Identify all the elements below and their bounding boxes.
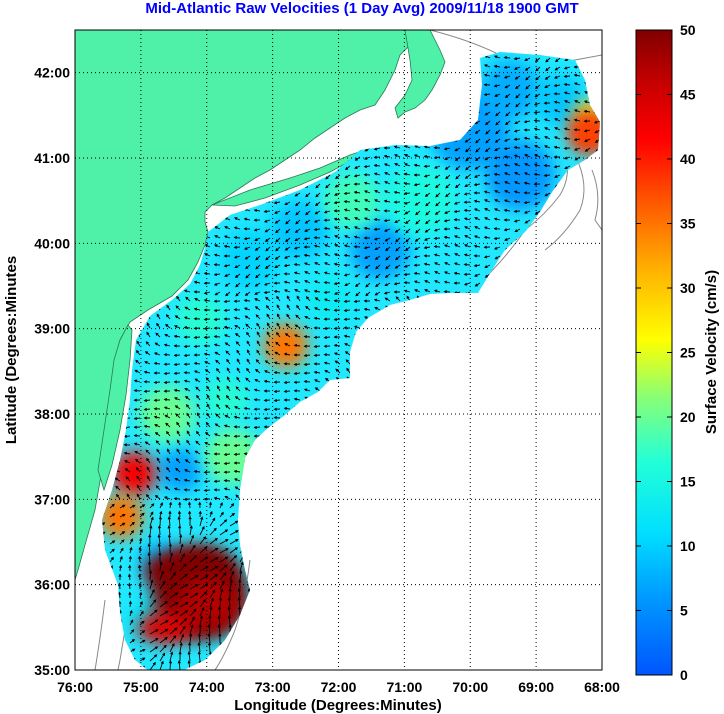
velocity-hotspot <box>323 172 380 229</box>
velocity-domain <box>102 52 600 670</box>
x-tick-label: 70:00 <box>452 679 488 695</box>
colorbar-tick-label: 50 <box>680 22 696 38</box>
x-tick-label: 71:00 <box>386 679 422 695</box>
y-tick-label: 42:00 <box>34 65 70 81</box>
colorbar-tick-label: 45 <box>680 87 696 103</box>
y-tick-label: 41:00 <box>34 150 70 166</box>
colorbar-tick-label: 40 <box>680 151 696 167</box>
colorbar: 0 5 10 15 20 25 30 35 40 45 50 Surface Velocity (c… <box>635 22 720 683</box>
x-tick-label: 68:00 <box>584 679 620 695</box>
x-tick-label: 75:00 <box>123 679 159 695</box>
colorbar-tick-label: 35 <box>680 216 696 232</box>
y-tick-labels: 35:00 36:00 37:00 38:00 39:00 40:00 41:00 42:00 <box>34 65 70 678</box>
colorbar-ticks: 0 5 10 15 20 25 30 35 40 45 50 <box>636 22 696 683</box>
y-tick-label: 36:00 <box>34 577 70 593</box>
colorbar-label: Surface Velocity (cm/s) <box>703 270 720 434</box>
x-tick-labels: 76:00 75:00 74:00 73:00 72:00 71:00 70:00 69:00… <box>57 679 620 695</box>
velocity-hotspot <box>263 323 308 368</box>
colorbar-gradient <box>635 29 673 676</box>
grid-lines <box>75 30 602 670</box>
x-tick-label: 72:00 <box>321 679 357 695</box>
colorbar-tick-label: 10 <box>680 538 696 554</box>
y-tick-label: 39:00 <box>34 321 70 337</box>
velocity-hotspot <box>566 110 600 155</box>
colorbar-tick-label: 20 <box>680 409 696 425</box>
y-tick-label: 40:00 <box>34 235 70 251</box>
x-axis-label: Longitude (Degrees:Minutes) <box>234 697 442 714</box>
x-tick-label: 73:00 <box>255 679 291 695</box>
land-delmarva <box>97 324 133 492</box>
colorbar-tick-label: 0 <box>680 667 688 683</box>
y-tick-label: 38:00 <box>34 406 70 422</box>
colorbar-tick-label: 30 <box>680 280 696 296</box>
colorbar-tick-label: 25 <box>680 345 696 361</box>
land-cape-cod <box>394 30 446 119</box>
x-tick-label: 76:00 <box>57 679 93 695</box>
x-tick-label: 69:00 <box>518 679 554 695</box>
y-tick-label: 35:00 <box>34 662 70 678</box>
y-axis-label: Latitude (Degrees:Minutes <box>3 256 20 444</box>
x-tick-label: 74:00 <box>189 679 225 695</box>
plot-border <box>74 29 603 671</box>
page-title: Mid-Atlantic Raw Velocities (1 Day Avg) … <box>145 0 579 17</box>
colorbar-tick-label: 15 <box>680 474 696 490</box>
velocity-hotspot <box>112 451 157 496</box>
colorbar-tick-label: 5 <box>680 603 688 619</box>
y-tick-label: 37:00 <box>34 491 70 507</box>
